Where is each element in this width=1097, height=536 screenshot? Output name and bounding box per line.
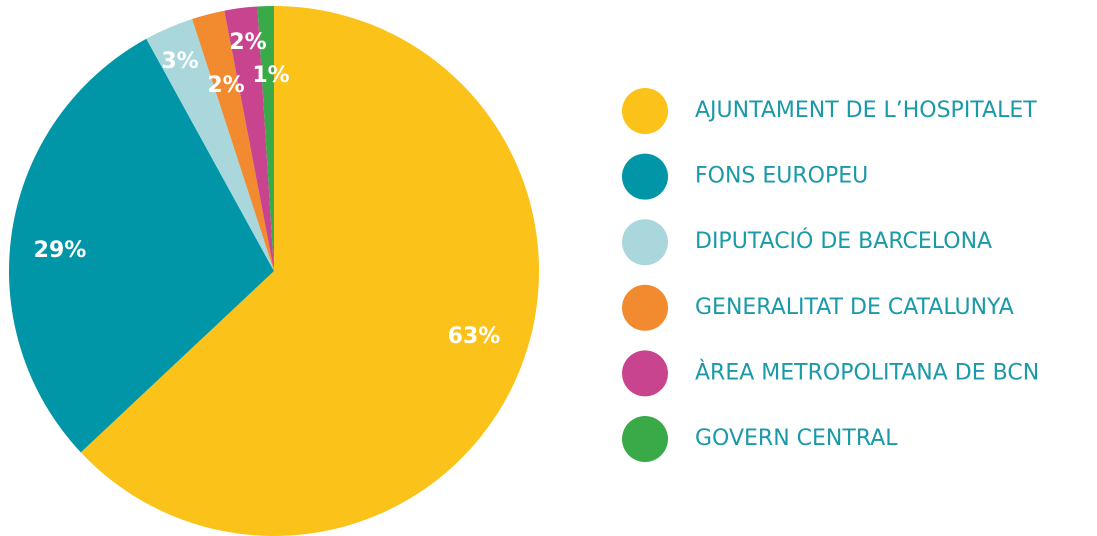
pie-slice — [224, 6, 274, 271]
legend-swatch — [622, 350, 668, 397]
pie-slice — [80, 6, 540, 536]
pie-slice — [8, 38, 275, 453]
value-label: 1% — [252, 63, 289, 88]
legend-swatch — [622, 153, 668, 200]
legend-swatch — [622, 88, 668, 134]
pie-slice — [257, 6, 274, 271]
value-label: 29% — [34, 238, 87, 263]
legend-label: FONS EUROPEU — [695, 164, 868, 189]
legend-swatch — [622, 219, 668, 266]
legend-label: ÀREA METROPOLITANA DE BCN — [695, 359, 1039, 385]
value-label: 63% — [448, 324, 501, 349]
legend-label: DIPUTACIÓ DE BARCELONA — [695, 228, 992, 254]
legend-swatch — [622, 284, 668, 331]
legend-label: GOVERN CENTRAL — [695, 426, 898, 451]
value-label: 2% — [207, 73, 244, 98]
pie-slice — [146, 18, 274, 271]
legend-label: GENERALITAT DE CATALUNYA — [695, 295, 1014, 320]
pie-slice — [192, 10, 274, 271]
value-label: 2% — [229, 30, 266, 55]
value-label: 3% — [161, 49, 198, 74]
legend-label: AJUNTAMENT DE L’HOSPITALET — [695, 98, 1037, 123]
legend-swatch — [622, 416, 668, 462]
